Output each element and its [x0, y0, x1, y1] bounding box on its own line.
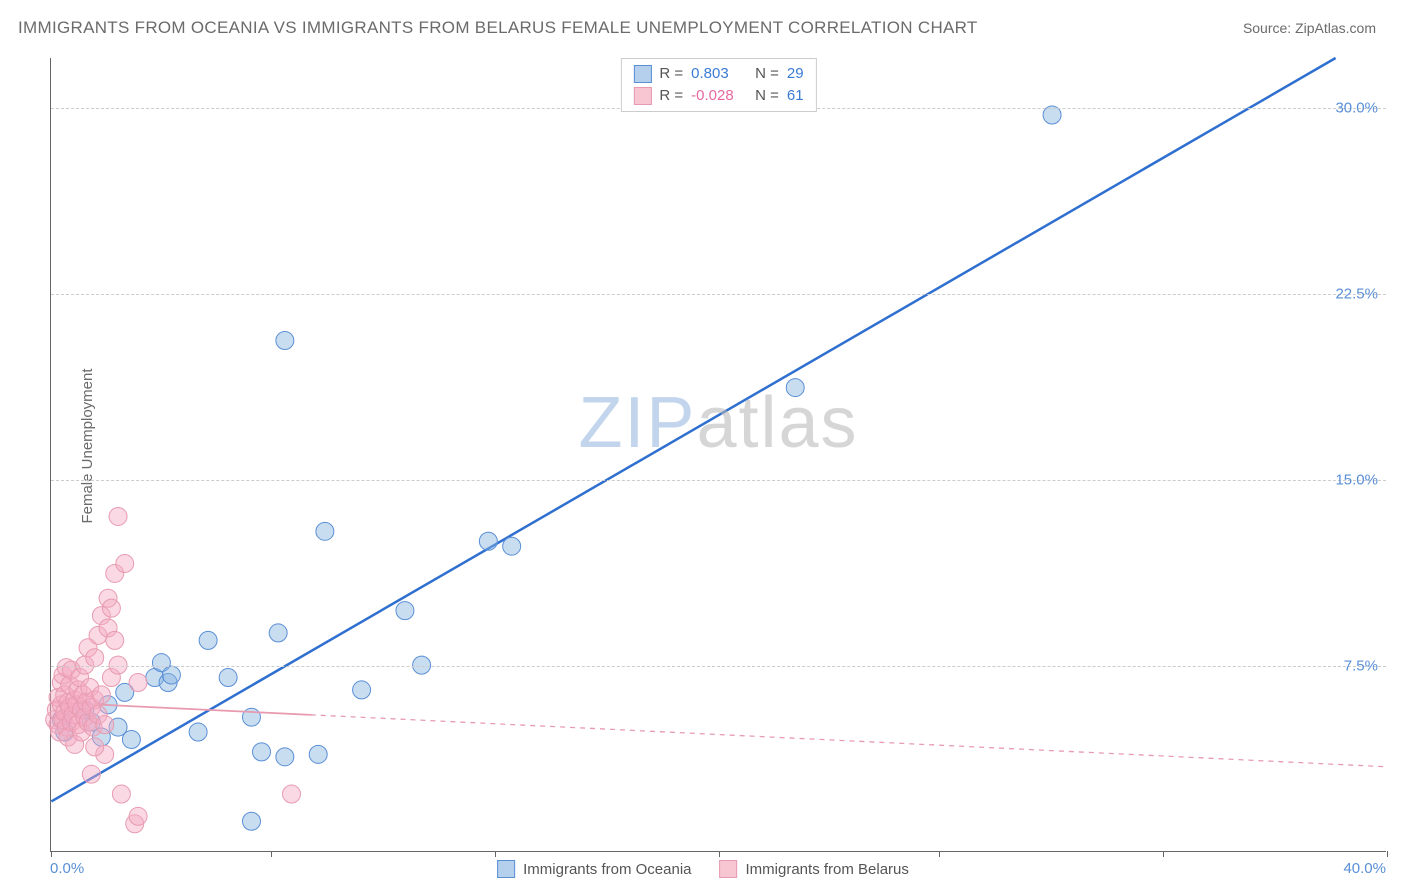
y-tick-label: 22.5%	[1335, 285, 1378, 302]
plot-area: R =0.803N =29R =-0.028N =61 ZIPatlas 7.5…	[50, 58, 1386, 852]
data-point	[269, 624, 287, 642]
x-axis-min-label: 0.0%	[50, 860, 84, 877]
r-value: -0.028	[691, 85, 747, 107]
data-point	[86, 649, 104, 667]
data-point	[102, 599, 120, 617]
legend-label: Immigrants from Oceania	[523, 861, 691, 878]
y-tick-label: 15.0%	[1335, 471, 1378, 488]
regression-line	[51, 58, 1335, 801]
r-label: R =	[659, 63, 683, 85]
data-point	[129, 807, 147, 825]
legend-item: Immigrants from Oceania	[497, 860, 691, 878]
data-point	[219, 669, 237, 687]
data-point	[96, 716, 114, 734]
correlation-legend: R = 0.803 N = 29 R = -0.028 N = 61	[620, 58, 816, 112]
legend-label: Immigrants from Belarus	[746, 861, 909, 878]
x-tick-mark	[719, 851, 720, 857]
data-point	[316, 522, 334, 540]
source-name: ZipAtlas.com	[1295, 20, 1376, 36]
n-value: 29	[787, 63, 804, 85]
gridline	[51, 294, 1386, 295]
source-label: Source:	[1243, 20, 1295, 36]
data-point	[396, 602, 414, 620]
legend-row: R = 0.803 N = 29	[633, 63, 803, 85]
data-point	[479, 532, 497, 550]
series-legend: Immigrants from Oceania Immigrants from B…	[497, 860, 909, 878]
data-point	[253, 743, 271, 761]
r-label: R =	[659, 85, 683, 107]
data-point	[106, 631, 124, 649]
data-point	[276, 748, 294, 766]
gridline	[51, 480, 1386, 481]
x-tick-mark	[939, 851, 940, 857]
source-attribution: Source: ZipAtlas.com	[1243, 20, 1376, 36]
x-tick-mark	[1163, 851, 1164, 857]
data-point	[199, 631, 217, 649]
x-tick-mark	[1387, 851, 1388, 857]
n-label: N =	[755, 63, 779, 85]
gridline	[51, 666, 1386, 667]
legend-swatch	[633, 87, 651, 105]
legend-swatch	[497, 860, 515, 878]
legend-item: Immigrants from Belarus	[720, 860, 909, 878]
r-value: 0.803	[691, 63, 747, 85]
data-point	[109, 507, 127, 525]
data-point	[309, 745, 327, 763]
data-point	[189, 723, 207, 741]
data-point	[122, 730, 140, 748]
data-point	[116, 555, 134, 573]
legend-row: R = -0.028 N = 61	[633, 85, 803, 107]
x-tick-mark	[495, 851, 496, 857]
x-tick-mark	[271, 851, 272, 857]
data-point	[162, 666, 180, 684]
data-point	[276, 332, 294, 350]
x-tick-mark	[51, 851, 52, 857]
data-point	[82, 765, 100, 783]
data-point	[112, 785, 130, 803]
n-value: 61	[787, 85, 804, 107]
data-point	[243, 812, 261, 830]
data-point	[129, 673, 147, 691]
legend-swatch	[633, 65, 651, 83]
chart-svg	[51, 58, 1386, 851]
data-point	[92, 686, 110, 704]
data-point	[503, 537, 521, 555]
x-axis-max-label: 40.0%	[1343, 860, 1386, 877]
data-point	[283, 785, 301, 803]
y-tick-label: 30.0%	[1335, 99, 1378, 116]
legend-swatch	[720, 860, 738, 878]
data-point	[86, 738, 104, 756]
n-label: N =	[755, 85, 779, 107]
y-tick-label: 7.5%	[1344, 657, 1378, 674]
data-point	[353, 681, 371, 699]
data-point	[786, 379, 804, 397]
data-point	[1043, 106, 1061, 124]
chart-title: IMMIGRANTS FROM OCEANIA VS IMMIGRANTS FR…	[18, 18, 978, 38]
